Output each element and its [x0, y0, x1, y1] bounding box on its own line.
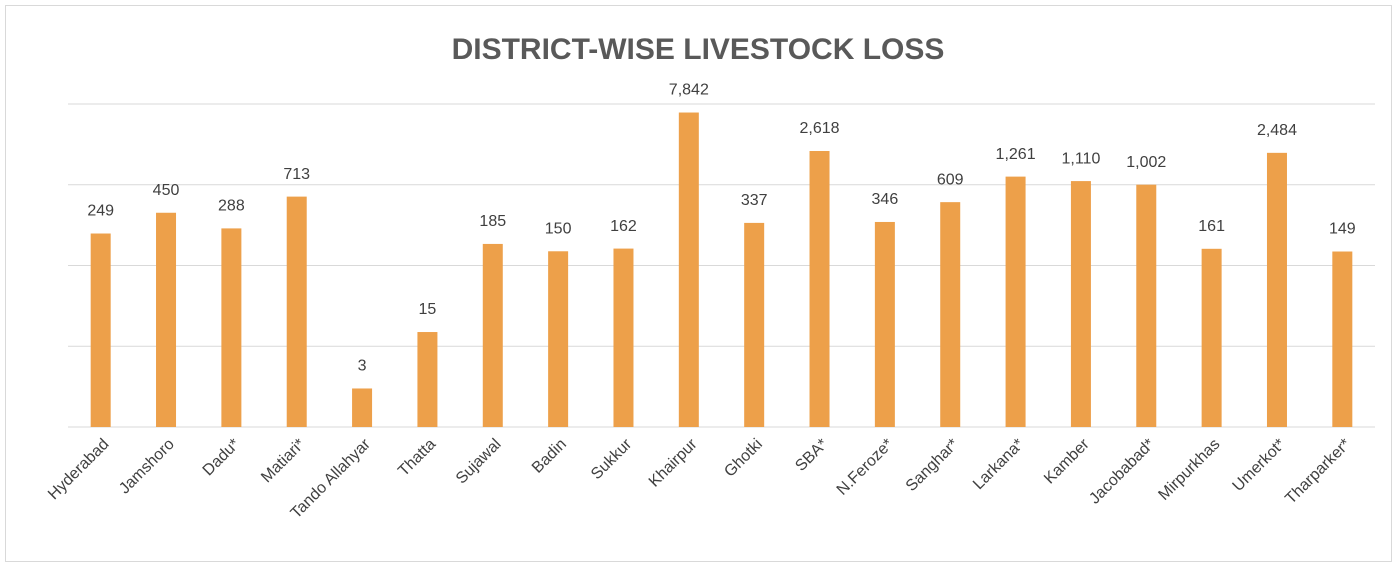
- data-label: 150: [545, 220, 572, 237]
- data-label: 609: [937, 171, 964, 188]
- bar: [613, 248, 634, 427]
- data-label: 346: [872, 191, 899, 208]
- data-label: 3: [358, 358, 367, 375]
- data-label: 1,110: [1061, 150, 1100, 167]
- data-label: 2,484: [1257, 122, 1297, 139]
- bar: [352, 388, 373, 427]
- data-label: 162: [610, 218, 637, 235]
- bar: [940, 202, 961, 427]
- bar: [1332, 251, 1353, 427]
- chart-title: DISTRICT-WISE LIVESTOCK LOSS: [452, 33, 945, 66]
- bar: [874, 221, 895, 427]
- bar: [482, 243, 503, 427]
- bar: [1201, 248, 1222, 427]
- data-label: 337: [741, 192, 768, 209]
- data-label: 1,261: [996, 146, 1036, 163]
- bar: [221, 228, 242, 427]
- bar: [1266, 152, 1287, 428]
- data-label: 1,002: [1126, 154, 1166, 171]
- data-label: 288: [218, 198, 245, 215]
- bar: [1136, 184, 1157, 427]
- bar: [90, 233, 111, 427]
- bar: [1070, 181, 1091, 427]
- data-label: 249: [87, 203, 114, 220]
- bar: [809, 150, 830, 427]
- data-label: 713: [283, 166, 310, 183]
- data-label: 2,618: [800, 120, 840, 137]
- bar: [1005, 176, 1026, 427]
- bar: [744, 222, 765, 427]
- data-label: 450: [153, 182, 180, 199]
- bar: [417, 332, 438, 427]
- bar: [156, 212, 177, 427]
- data-label: 161: [1198, 218, 1225, 235]
- data-label: 7,842: [669, 82, 709, 99]
- data-label: 15: [419, 301, 437, 318]
- data-label: 185: [479, 213, 506, 230]
- bar: [548, 251, 569, 427]
- data-label: 149: [1329, 221, 1356, 238]
- bar: [286, 196, 307, 427]
- bar: [678, 112, 699, 428]
